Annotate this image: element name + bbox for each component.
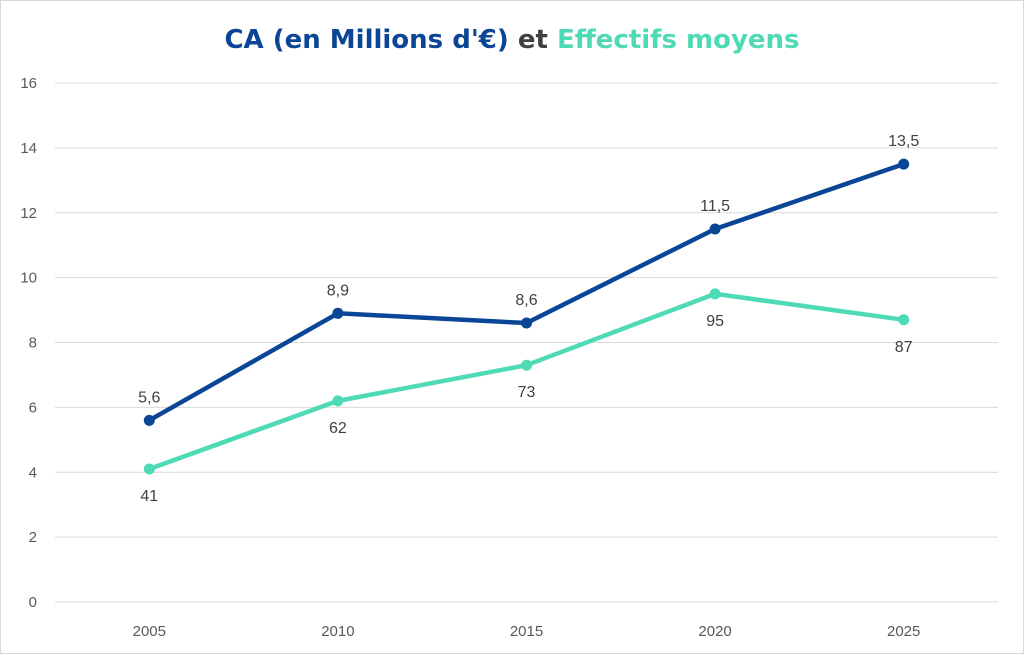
x-tick-label: 2005 [133, 623, 166, 640]
y-tick-label: 6 [29, 399, 37, 416]
data-point [143, 463, 155, 475]
data-point [898, 158, 910, 170]
y-tick-label: 8 [29, 335, 37, 352]
data-point [709, 288, 721, 300]
axis-labels: 0 2 4 6 8 10 12 14 16 2005 2010 2015 2020 2025 [20, 75, 920, 640]
data-label: 87 [895, 339, 913, 356]
data-point [521, 317, 532, 329]
y-tick-label: 2 [29, 529, 37, 546]
data-point [521, 359, 532, 371]
data-point [332, 395, 344, 407]
y-tick-label: 12 [20, 205, 37, 222]
data-label: 95 [706, 313, 724, 330]
data-point [898, 314, 910, 326]
x-tick-label: 2015 [510, 623, 543, 640]
chart-title: CA (en Millions d'€) et Effectifs moyens [224, 25, 799, 55]
data-label: 5,6 [138, 389, 160, 406]
data-labels: 5,6 8,9 8,6 11,5 13,5 41 62 73 95 87 [138, 133, 919, 505]
data-point [143, 414, 155, 426]
data-label: 8,9 [327, 282, 349, 299]
data-label: 73 [518, 384, 536, 401]
x-tick-label: 2010 [321, 623, 354, 640]
data-label: 8,6 [515, 292, 537, 309]
title-part-revenue: CA (en Millions d'€) [224, 25, 508, 55]
y-tick-label: 14 [20, 140, 37, 157]
x-tick-label: 2020 [698, 623, 731, 640]
data-label: 11,5 [700, 198, 730, 215]
y-tick-label: 4 [29, 464, 37, 481]
y-tick-label: 16 [20, 75, 37, 92]
data-point [709, 223, 721, 235]
data-point [332, 307, 344, 319]
title-part-connector: et [518, 25, 557, 55]
y-tick-label: 0 [29, 594, 37, 611]
series-lines [143, 158, 910, 475]
y-tick-label: 10 [20, 270, 37, 287]
x-tick-label: 2025 [887, 623, 920, 640]
gridlines [55, 82, 998, 603]
title-part-headcount: Effectifs moyens [557, 25, 800, 55]
data-label: 62 [329, 420, 347, 437]
data-label: 41 [140, 488, 158, 505]
data-label: 13,5 [888, 133, 919, 150]
